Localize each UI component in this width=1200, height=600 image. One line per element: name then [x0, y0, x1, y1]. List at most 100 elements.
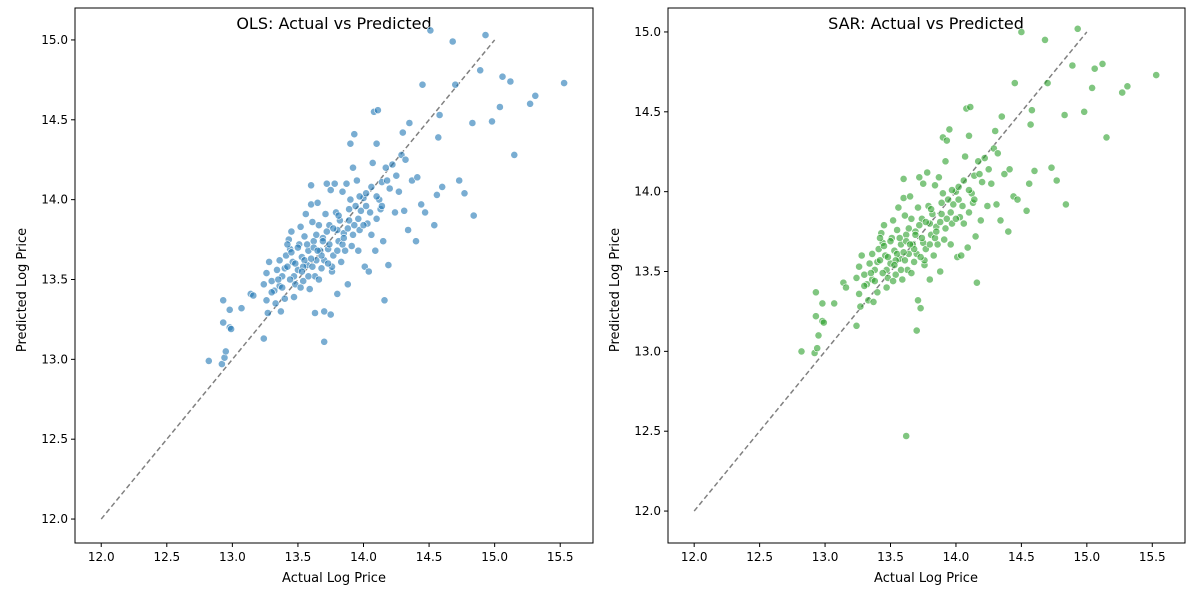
sar-data-point	[939, 189, 947, 198]
sar-data-point	[952, 214, 960, 223]
sar-data-point	[868, 249, 877, 258]
sar-y-tick-label: 15.0	[634, 25, 661, 39]
sar-data-point	[991, 127, 1000, 135]
sar-data-point	[944, 195, 952, 204]
sar-y-tick-label: 14.0	[634, 185, 661, 199]
ols-data-point	[273, 265, 281, 274]
ols-data-point	[307, 254, 315, 263]
sar-data-point	[884, 253, 892, 261]
sar-data-point	[961, 152, 969, 161]
sar-data-point	[936, 218, 945, 226]
sar-data-point	[966, 103, 975, 111]
ols-data-point	[488, 117, 496, 126]
sar-data-point	[894, 203, 903, 212]
ols-data-point	[380, 296, 389, 305]
sar-data-point	[812, 288, 820, 297]
ols-data-point	[333, 246, 342, 255]
ols-data-point	[495, 103, 504, 111]
ols-chart-title: OLS: Actual vs Predicted	[236, 14, 431, 33]
ols-data-point	[384, 261, 393, 269]
ols-data-point	[448, 37, 457, 46]
ols-data-point	[343, 280, 352, 289]
sar-data-point	[1152, 71, 1161, 79]
ols-data-point	[356, 206, 365, 215]
ols-data-point	[314, 221, 323, 230]
ols-data-point	[326, 186, 335, 194]
sar-data-point	[941, 224, 950, 233]
sar-x-tick-label: 13.5	[877, 550, 904, 564]
sar-data-point	[1028, 106, 1036, 115]
ols-data-point	[320, 307, 329, 316]
ols-data-point	[398, 128, 407, 137]
ols-x-tick-label: 13.0	[219, 550, 246, 564]
sar-data-point	[959, 219, 968, 228]
sar-data-point	[915, 221, 924, 230]
ols-data-point	[296, 283, 305, 292]
sar-x-axis-label: Actual Log Price	[874, 571, 978, 586]
ols-data-point	[343, 224, 352, 233]
ols-data-point	[267, 277, 276, 285]
sar-data-point	[902, 432, 911, 440]
sar-plot-area: 12.0 12.5 13.0 13.5 14.0 14.5 15.0 15.5 12.0 12.5…	[634, 7, 1186, 564]
sar-x-tick-label: 13.0	[812, 550, 839, 564]
sar-data-point	[957, 251, 966, 260]
sar-data-point	[813, 344, 822, 353]
ols-data-point	[362, 189, 370, 198]
sar-data-point	[937, 198, 946, 207]
ols-data-point	[506, 77, 515, 86]
sar-data-point	[1000, 170, 1009, 178]
sar-data-point	[886, 237, 895, 246]
sar-x-tick-label: 12.0	[681, 550, 708, 564]
sar-data-point	[1041, 36, 1049, 44]
sar-data-point	[893, 249, 901, 258]
ols-data-point	[372, 139, 381, 148]
ols-data-point	[481, 31, 490, 39]
ols-data-point	[388, 160, 397, 169]
ols-data-point	[354, 246, 363, 255]
ols-data-point	[383, 176, 391, 185]
sar-data-point	[927, 205, 935, 214]
sar-data-point	[971, 232, 980, 241]
ols-data-point	[220, 353, 229, 362]
ols-data-point	[262, 296, 271, 305]
sar-data-point	[860, 281, 869, 290]
sar-data-point	[1080, 107, 1089, 116]
sar-data-point	[919, 179, 928, 188]
sar-data-point	[898, 275, 907, 284]
ols-data-point	[438, 182, 447, 191]
ols-data-point	[219, 318, 228, 327]
ols-data-point	[526, 99, 534, 108]
ols-data-point	[259, 334, 268, 343]
ols-data-point	[334, 211, 343, 220]
sar-data-point	[1047, 163, 1056, 172]
ols-data-point	[221, 347, 230, 356]
sar-data-point	[893, 226, 901, 234]
ols-data-point	[337, 257, 346, 266]
sar-data-point	[993, 149, 1002, 158]
sar-data-point	[914, 296, 922, 305]
ols-data-point	[350, 130, 359, 139]
sar-data-point	[818, 299, 827, 308]
sar-data-point	[867, 269, 875, 277]
sar-data-point	[812, 312, 820, 321]
sar-reference-line	[693, 31, 1088, 512]
sar-y-tick-label: 12.0	[634, 504, 661, 518]
ols-data-point	[313, 246, 322, 255]
sar-data-point	[907, 269, 916, 277]
ols-y-tick-label: 15.0	[41, 33, 68, 47]
sar-y-axis-label: Predicted Log Price	[608, 228, 623, 352]
ols-data-point	[276, 307, 285, 316]
sar-data-point	[819, 318, 828, 327]
sar-data-point	[975, 170, 984, 178]
sar-data-point	[931, 234, 939, 242]
sar-data-point	[936, 267, 945, 276]
ols-data-point	[324, 259, 332, 268]
ols-data-point	[417, 200, 426, 209]
sar-data-point	[965, 208, 973, 217]
sar-data-point	[889, 277, 897, 285]
ols-y-tick-label: 14.5	[41, 113, 68, 127]
sar-data-point	[852, 273, 861, 282]
ols-x-tick-label: 13.5	[285, 550, 312, 564]
sar-x-tick-label: 15.0	[1073, 550, 1100, 564]
ols-data-point	[359, 221, 368, 230]
